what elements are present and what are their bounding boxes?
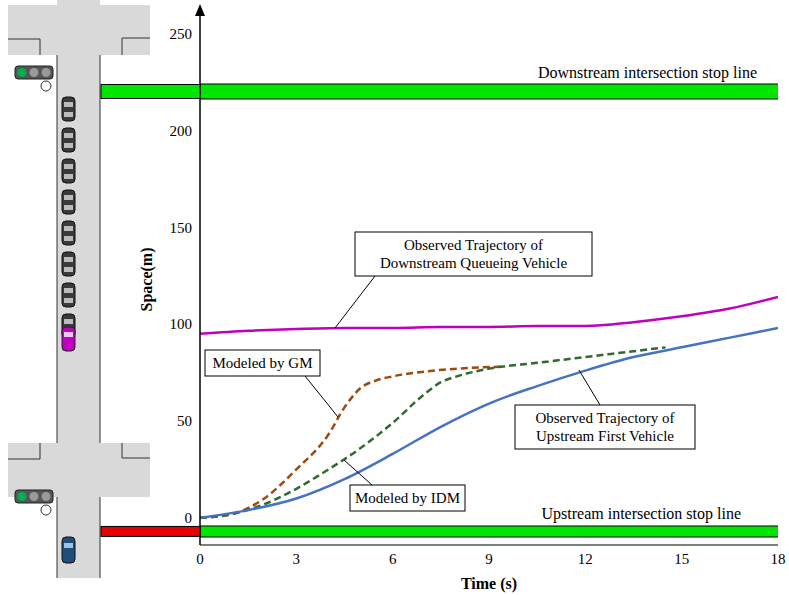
svg-text:100: 100 <box>170 316 193 332</box>
svg-text:3: 3 <box>293 551 301 567</box>
svg-text:Upstream intersection stop lin: Upstream intersection stop line <box>541 505 741 523</box>
svg-text:Modeled by GM: Modeled by GM <box>213 355 313 371</box>
svg-text:Downstream Queueing Vehicle: Downstream Queueing Vehicle <box>380 255 568 271</box>
svg-text:200: 200 <box>170 123 193 139</box>
svg-text:0: 0 <box>185 510 193 526</box>
svg-text:Observed Trajectory of: Observed Trajectory of <box>404 237 543 253</box>
svg-text:15: 15 <box>674 551 689 567</box>
svg-text:18: 18 <box>771 551 786 567</box>
svg-text:0: 0 <box>196 551 204 567</box>
svg-text:9: 9 <box>485 551 493 567</box>
svg-text:50: 50 <box>177 413 192 429</box>
svg-text:Observed Trajectory of: Observed Trajectory of <box>535 410 674 426</box>
svg-text:Downstream intersection stop l: Downstream intersection stop line <box>538 64 757 82</box>
svg-text:6: 6 <box>389 551 397 567</box>
svg-text:150: 150 <box>170 220 193 236</box>
svg-text:Modeled by IDM: Modeled by IDM <box>355 490 460 506</box>
svg-text:Space(m): Space(m) <box>138 248 156 312</box>
svg-text:250: 250 <box>170 26 193 42</box>
svg-text:Upstream First Vehicle: Upstream First Vehicle <box>536 428 674 444</box>
svg-text:12: 12 <box>578 551 593 567</box>
svg-text:Time (s): Time (s) <box>461 575 517 593</box>
